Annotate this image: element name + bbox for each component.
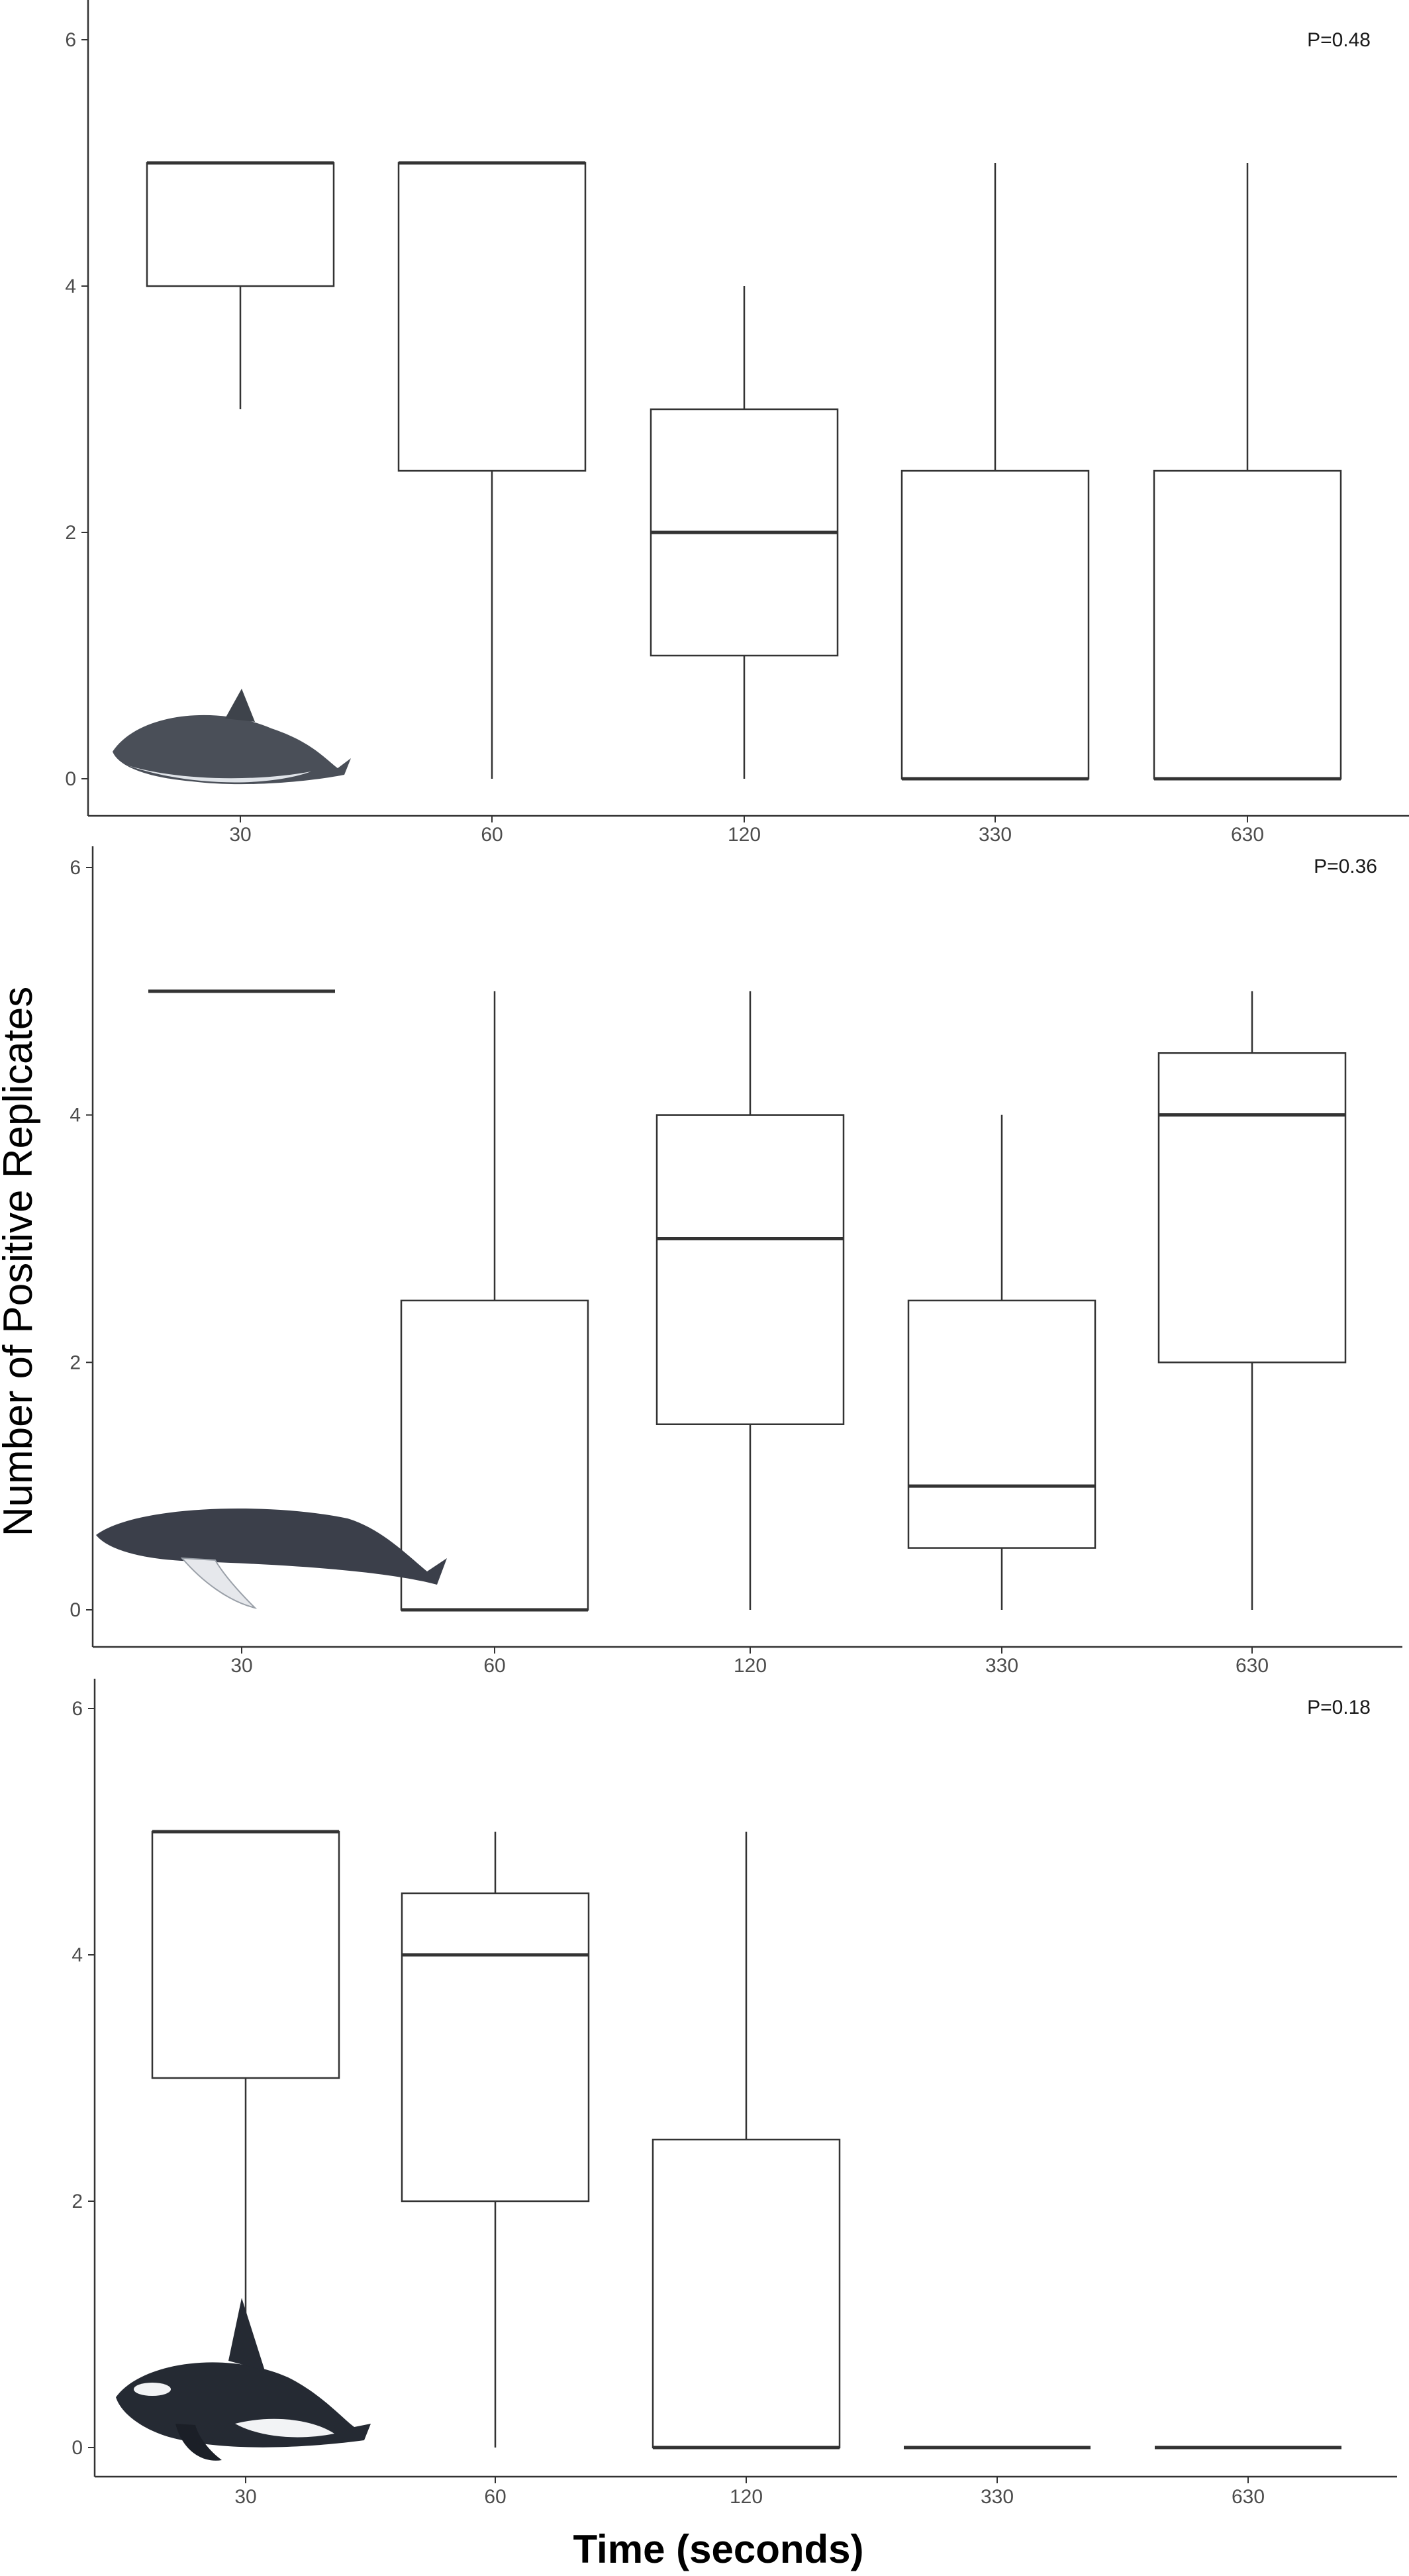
y-tick-label: 2 — [65, 522, 76, 544]
x-tick-label: 330 — [979, 824, 1012, 846]
iqr-box — [1157, 1052, 1347, 1363]
x-tick-label: 120 — [730, 2486, 763, 2508]
x-tick-label: 120 — [728, 824, 761, 846]
iqr-box — [652, 2138, 841, 2449]
box-630 — [1157, 991, 1347, 1610]
x-tick-label: 630 — [1231, 824, 1264, 846]
humpback-body — [96, 1509, 447, 1585]
x-tick-label: 120 — [734, 1655, 767, 1677]
porpoise-body — [113, 715, 351, 785]
iqr-box — [656, 1114, 845, 1425]
box-60 — [400, 991, 589, 1612]
y-tick-label: 0 — [65, 768, 76, 790]
orca-eyepatch — [134, 2383, 171, 2396]
x-tick-label: 60 — [483, 1655, 505, 1677]
killer-whale-icon — [116, 2298, 371, 2461]
x-tick-label: 330 — [985, 1655, 1018, 1677]
box-330 — [907, 1115, 1096, 1610]
box-630 — [1153, 163, 1342, 781]
x-tick-label: 30 — [234, 2486, 256, 2508]
y-tick-label: 4 — [72, 1944, 83, 1966]
x-axis-label: Time (seconds) — [573, 2527, 863, 2571]
box-30 — [146, 161, 335, 409]
x-tick-label: 30 — [230, 1655, 252, 1677]
iqr-box — [1153, 470, 1342, 780]
box-60 — [397, 161, 587, 779]
x-tick-label: 30 — [229, 824, 251, 846]
iqr-box — [151, 1830, 340, 2079]
y-tick-label: 6 — [65, 29, 76, 51]
box-60 — [401, 1832, 590, 2448]
y-tick-label: 2 — [72, 2191, 83, 2212]
y-tick-label: 4 — [70, 1105, 81, 1126]
y-tick-label: 4 — [65, 275, 76, 297]
y-axis-label: Number of Positive Replicates — [0, 987, 41, 1536]
box-120 — [656, 991, 845, 1610]
iqr-box — [397, 162, 587, 472]
x-tick-label: 630 — [1232, 2486, 1265, 2508]
box-330 — [900, 163, 1090, 781]
y-tick-label: 2 — [70, 1352, 81, 1373]
porpoise-belly — [126, 765, 311, 783]
y-tick-label: 0 — [70, 1599, 81, 1621]
porpoise-fin — [225, 689, 255, 722]
box-120 — [652, 1832, 841, 2450]
iqr-box — [401, 1892, 590, 2203]
iqr-box — [907, 1299, 1096, 1549]
x-tick-label: 60 — [484, 2486, 506, 2508]
iqr-box — [900, 470, 1090, 780]
y-tick-label: 0 — [72, 2437, 83, 2459]
box-120 — [650, 286, 839, 779]
p-value-label: P=0.18 — [1307, 1697, 1371, 1718]
orca-flipper — [175, 2424, 222, 2461]
box-30 — [151, 1830, 340, 2324]
x-tick-label: 630 — [1236, 1655, 1269, 1677]
x-tick-label: 60 — [481, 824, 503, 846]
humpback-flipper — [180, 1557, 258, 1609]
p-value-label: P=0.36 — [1314, 856, 1377, 877]
y-tick-label: 6 — [72, 1698, 83, 1720]
iqr-box — [400, 1299, 589, 1611]
humpback-whale-icon — [96, 1509, 447, 1609]
iqr-box — [146, 162, 335, 287]
x-tick-label: 330 — [981, 2486, 1014, 2508]
y-tick-label: 6 — [70, 857, 81, 879]
harbour-porpoise-icon — [113, 689, 351, 785]
p-value-label: P=0.48 — [1307, 29, 1371, 51]
orca-body — [116, 2362, 371, 2448]
orca-fin — [228, 2298, 265, 2371]
orca-flank-patch — [235, 2418, 334, 2438]
